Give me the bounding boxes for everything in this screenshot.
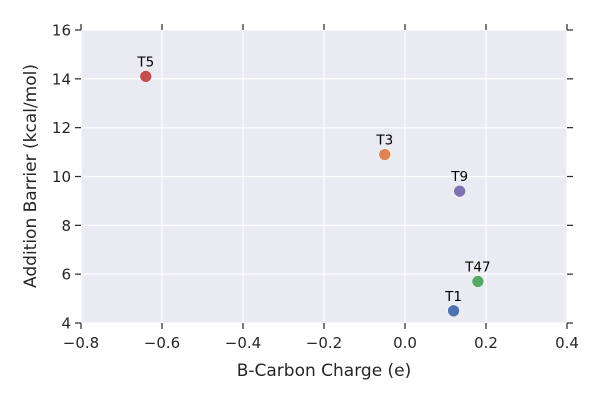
point-label-t1: T1 — [444, 289, 462, 305]
x-tick-label: −0.4 — [225, 334, 261, 352]
point-label-t5: T5 — [136, 54, 154, 70]
y-tick-label: 14 — [52, 70, 71, 88]
y-tick-label: 12 — [52, 119, 71, 137]
point-label-t47: T47 — [464, 259, 490, 275]
x-tick-label: 0.4 — [555, 334, 579, 352]
x-tick-labels: −0.8 −0.6 −0.4 −0.2 0.0 0.2 0.4 — [63, 334, 579, 352]
y-tick-label: 6 — [61, 266, 71, 284]
y-tick-label: 16 — [52, 22, 71, 40]
data-points — [139, 70, 485, 318]
scatter-point-t9 — [453, 184, 466, 198]
x-tick-label: −0.8 — [63, 334, 99, 352]
x-tick-label: 0.0 — [393, 334, 417, 352]
y-tick-labels: 4 6 8 10 12 14 16 — [52, 22, 71, 333]
x-axis-title: B-Carbon Charge (e) — [237, 361, 412, 381]
x-tick-label: 0.2 — [474, 334, 498, 352]
scatter-point-t5 — [139, 70, 153, 83]
x-tick-label: −0.6 — [144, 334, 180, 352]
y-tick-label: 8 — [61, 217, 71, 235]
scatter-point-t47 — [471, 275, 485, 288]
scatter-point-t1 — [447, 304, 460, 318]
y-axis-title: Addition Barrier (kcal/mol) — [21, 64, 41, 288]
point-label-t9: T9 — [450, 169, 468, 185]
x-tick-label: −0.2 — [306, 334, 342, 352]
y-tick-label: 4 — [61, 315, 71, 333]
point-label-t3: T3 — [375, 133, 393, 149]
y-tick-label: 10 — [52, 168, 71, 186]
scatter-point-t3 — [378, 148, 392, 161]
axis-ticks — [75, 24, 573, 329]
